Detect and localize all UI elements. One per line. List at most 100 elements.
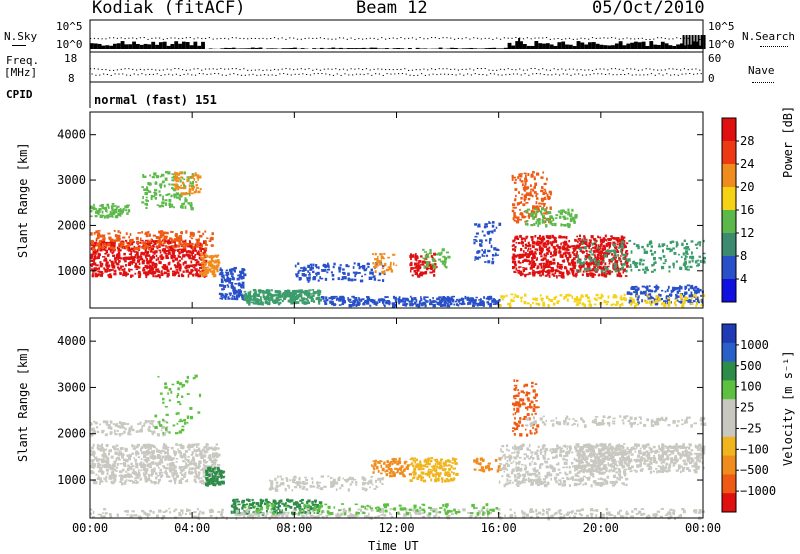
power-echo-cell [498,304,502,307]
velocity-echo-cell [148,462,151,465]
power-echo-cell [553,248,558,251]
velocity-echo-cell [166,463,169,466]
power-echo-cell [133,251,137,253]
nsky-bar [618,41,623,49]
nave-dot [263,74,266,76]
power-echo-cell [203,264,206,268]
power-echo-cell [685,242,689,246]
power-echo-cell [511,300,514,303]
power-echo-cell [297,295,301,298]
velocity-echo-cell [144,479,148,483]
power-echo-cell [100,203,104,207]
power-echo-cell [93,260,95,263]
power-echo-cell [178,197,181,201]
power-echo-cell [438,302,441,304]
power-echo-cell [513,212,516,216]
power-echo-cell [559,263,563,266]
nsearch-dot [235,37,237,39]
power-echo-cell [126,244,130,247]
freq-dot [300,68,302,70]
nave-dot [654,74,656,76]
velocity-echo-cell [203,463,205,466]
freq-dot [687,69,689,71]
power-echo-cell [591,242,594,246]
nave-dot [386,73,388,75]
power-echo-cell [522,267,525,269]
power-echo-cell [381,270,385,275]
power-echo-cell [579,250,582,253]
nsearch-dot [220,37,222,39]
power-echo-cell [597,260,600,263]
power-echo-cell [164,199,168,202]
power-echo-cell [189,203,193,206]
power-echo-cell [539,242,542,245]
power-echo-cell [159,232,163,235]
velocity-echo-cell [143,454,147,458]
power-echo-cell [358,267,361,270]
nsky-bar [124,44,129,49]
power-echo-cell [227,297,231,300]
power-echo-cell [168,261,171,264]
power-echo-cell [557,246,561,249]
power-echo-cell [148,260,151,263]
power-echo-cell [186,243,190,246]
power-echo-cell [90,268,93,270]
power-echo-cell [96,237,100,240]
velocity-echo-cell [137,456,141,459]
power-echo-cell [147,190,151,193]
power-echo-cell [315,263,318,268]
velocity-echo-cell [171,472,173,474]
power-echo-cell [332,265,335,269]
freq-dot [507,68,509,70]
freq-dot [461,68,463,70]
power-echo-cell [204,252,207,256]
power-echo-cell [587,253,591,257]
velocity-echo-cell [146,452,149,456]
power-echo-cell [583,268,586,271]
power-echo-cell [381,279,385,282]
power-echo-cell [159,275,161,279]
nave-dot [685,73,687,75]
nsearch-dot [316,37,318,39]
velocity-echo-cell [118,474,122,477]
nsearch-dot [258,38,260,40]
power-echo-cell [425,267,429,271]
velocity-echo-cell [162,443,166,446]
power-echo-cell [604,270,607,274]
velocity-echo-cell [196,443,198,446]
power-echo-cell [543,266,546,269]
freq-dot [699,69,701,71]
velocity-echo-cell [210,459,213,462]
power-echo-cell [218,292,222,296]
power-echo-cell [432,300,436,303]
freq-dot [680,69,682,71]
nave-dot [248,74,250,76]
velocity-echo-cell [214,454,218,458]
freq-dot [611,68,613,70]
power-echo-cell [645,300,649,304]
power-echo-cell [514,188,518,191]
power-echo-cell [341,303,345,306]
power-echo-cell [650,270,654,273]
power-echo-cell [581,273,584,276]
power-echo-cell [575,245,578,249]
nsearch-dot [101,38,103,40]
power-echo-cell [354,297,358,300]
freq-dot [637,69,640,71]
velocity-echo-cell [170,461,175,464]
power-echo-cell [434,260,437,262]
nsearch-dot [519,37,521,39]
power-echo-cell [153,172,157,176]
power-echo-cell [352,266,355,269]
power-echo-cell [198,263,201,267]
power-echo-cell [621,302,624,306]
velocity-echo-cell [151,454,154,458]
velocity-echo-cell [151,461,155,464]
freq-dot [553,68,555,70]
velocity-echo-cell [90,449,93,453]
power-echo-cell [355,271,358,274]
freq-dot [312,69,314,71]
power-echo-cell [690,291,693,295]
power-echo-cell [383,270,386,274]
velocity-echo-cell [141,451,145,455]
